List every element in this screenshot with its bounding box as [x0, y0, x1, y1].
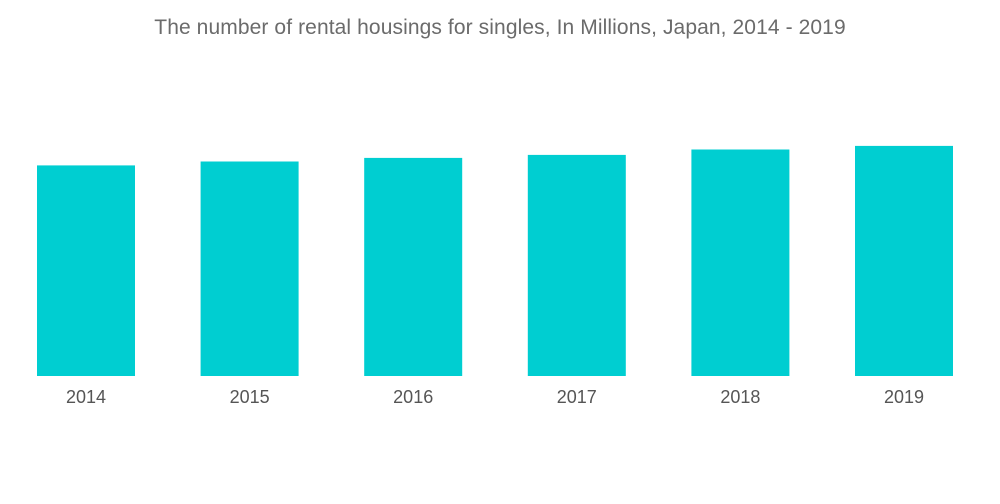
- bars-group: [37, 145, 953, 376]
- x-tick-2019: 2019: [884, 387, 924, 407]
- bar-2017: [527, 154, 626, 376]
- x-tick-2018: 2018: [720, 387, 760, 407]
- x-tick-2014: 2014: [66, 387, 106, 407]
- bar-2016: [364, 157, 463, 376]
- x-tick-2015: 2015: [230, 387, 270, 407]
- bar-2018: [691, 149, 790, 376]
- x-tick-2016: 2016: [393, 387, 433, 407]
- bar-2014: [37, 165, 135, 376]
- bar-2019: [855, 145, 953, 376]
- x-tick-labels: 2014 2015 2016 2017 2018 2019: [66, 387, 924, 407]
- bar-2015: [200, 161, 299, 376]
- x-tick-2017: 2017: [557, 387, 597, 407]
- chart-title: The number of rental housings for single…: [154, 16, 846, 39]
